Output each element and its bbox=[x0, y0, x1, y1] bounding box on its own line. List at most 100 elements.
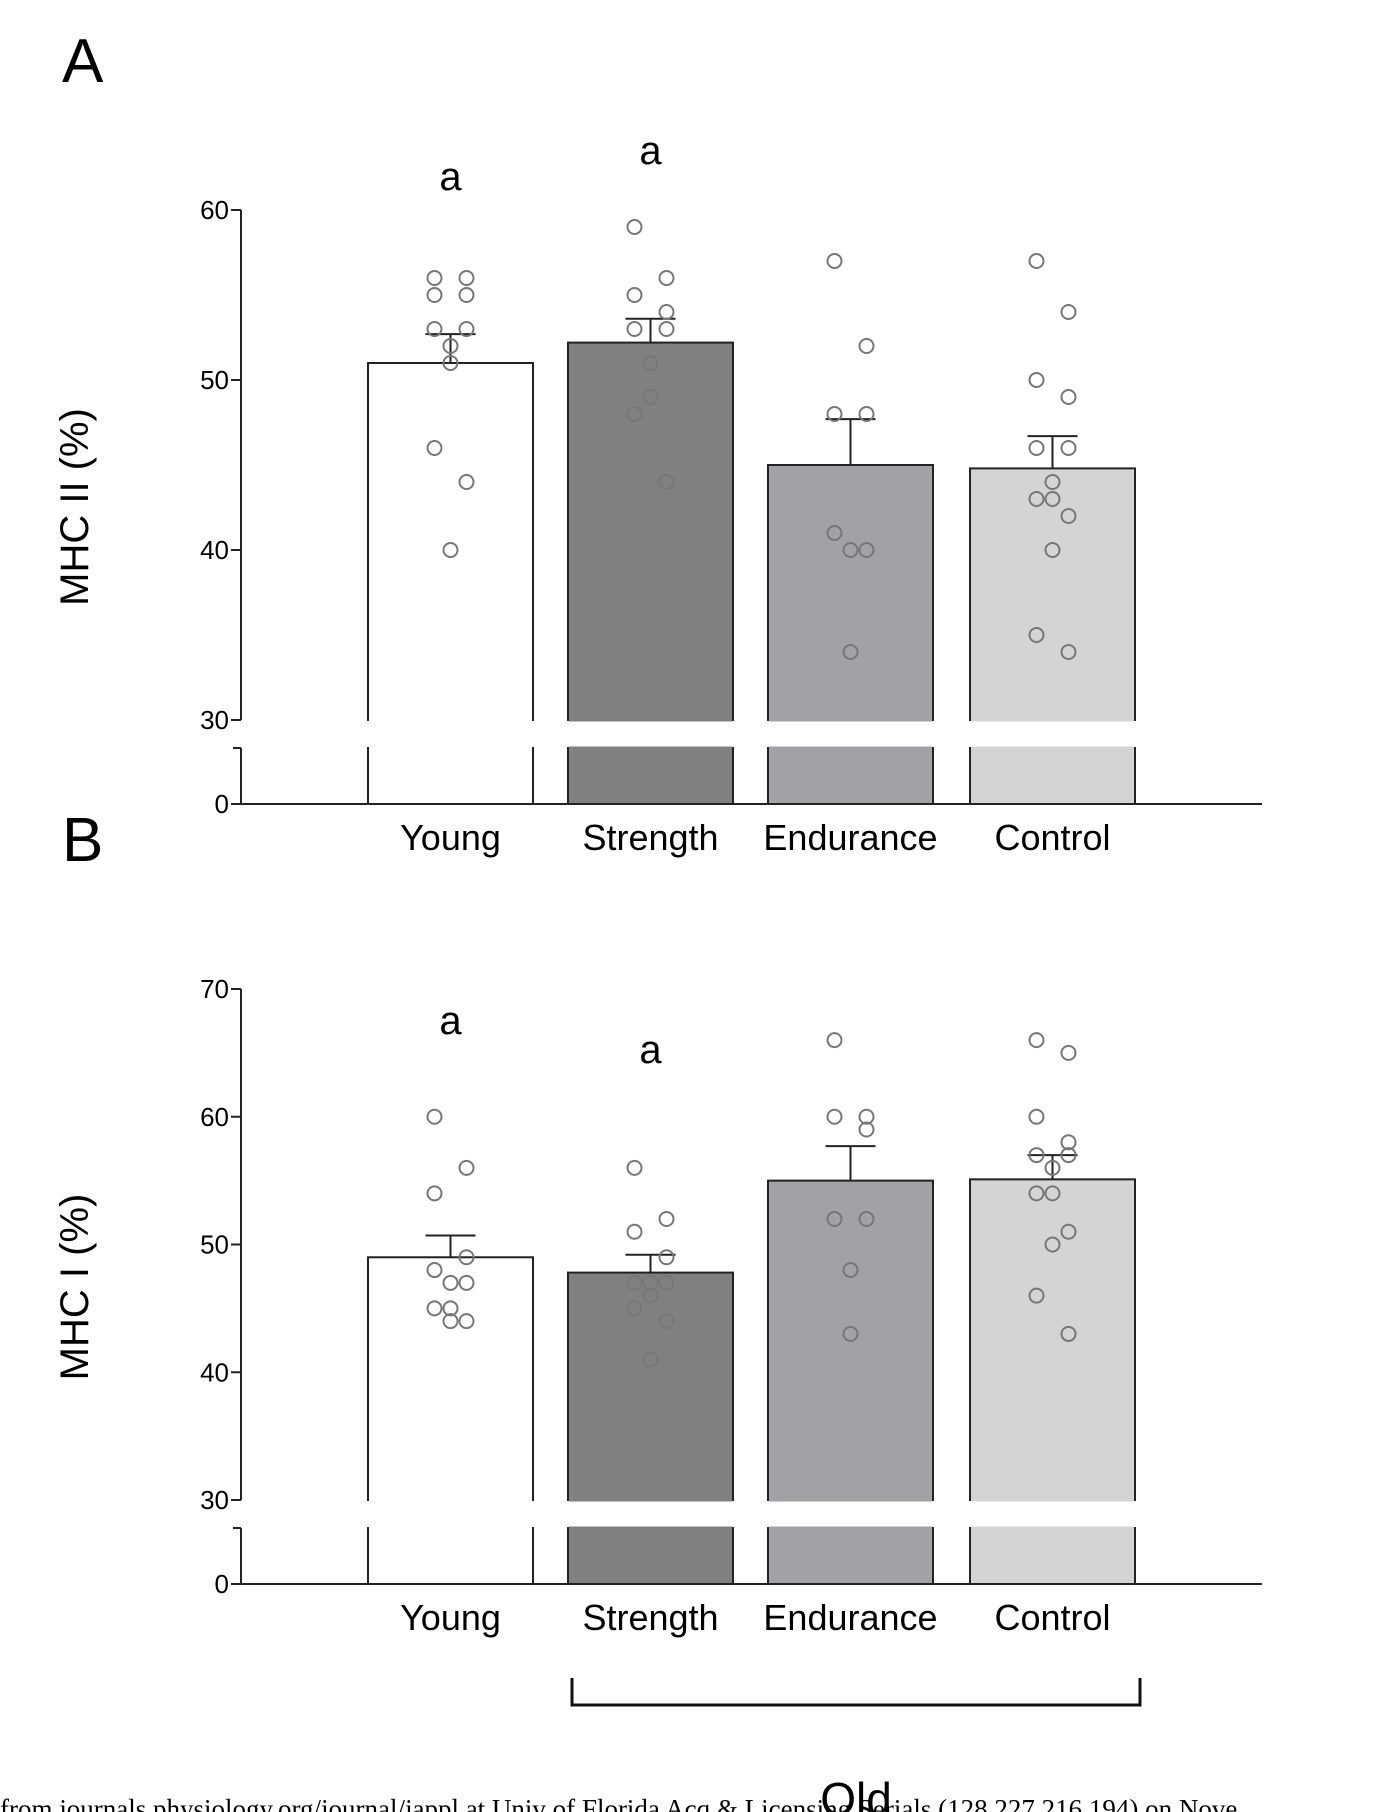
category-label-young: Young bbox=[400, 1597, 501, 1638]
bar-base-control bbox=[969, 1527, 1136, 1585]
data-point bbox=[442, 1300, 459, 1317]
data-point bbox=[1028, 491, 1045, 507]
data-point bbox=[842, 644, 859, 660]
data-point bbox=[626, 219, 643, 235]
data-point bbox=[842, 542, 859, 558]
y-tick-label: 70 bbox=[200, 974, 229, 1004]
data-point bbox=[826, 253, 843, 269]
data-point bbox=[858, 406, 875, 422]
data-point bbox=[858, 1210, 875, 1227]
data-point bbox=[426, 1262, 443, 1279]
data-point bbox=[1060, 1325, 1077, 1342]
data-point bbox=[626, 1274, 643, 1291]
panel-letter: A bbox=[62, 27, 104, 96]
significance-label: a bbox=[439, 999, 462, 1043]
category-label-strength: Strength bbox=[582, 817, 718, 858]
data-point bbox=[458, 270, 475, 286]
data-point bbox=[1044, 1185, 1061, 1202]
bar-endurance bbox=[767, 464, 934, 721]
bar-base-strength bbox=[567, 1527, 734, 1585]
data-point bbox=[1044, 1236, 1061, 1253]
data-point bbox=[458, 321, 475, 337]
significance-label: a bbox=[439, 155, 462, 199]
y-tick-label: 60 bbox=[200, 195, 229, 225]
bar-young bbox=[367, 362, 534, 721]
data-point bbox=[1028, 1032, 1045, 1049]
data-point bbox=[858, 338, 875, 354]
data-point bbox=[642, 1274, 659, 1291]
data-point bbox=[626, 1159, 643, 1176]
data-point bbox=[1028, 1108, 1045, 1125]
data-point bbox=[626, 406, 643, 422]
data-point bbox=[1028, 253, 1045, 269]
old-group-bracket bbox=[570, 1678, 1142, 1707]
y-axis-label: MHC II (%) bbox=[53, 408, 97, 606]
data-point bbox=[426, 1108, 443, 1125]
panel-a: A MHC II (%) a Young a Strength Endurance Contr… bbox=[53, 27, 1262, 858]
data-point bbox=[1028, 1185, 1045, 1202]
bar-base-young bbox=[367, 1527, 534, 1585]
data-point bbox=[842, 1325, 859, 1342]
data-point bbox=[826, 1108, 843, 1125]
y-tick-label: 40 bbox=[200, 1357, 229, 1387]
bar-base-young bbox=[367, 747, 534, 805]
category-label-endurance: Endurance bbox=[763, 1597, 937, 1638]
significance-label: a bbox=[639, 1028, 662, 1072]
data-point bbox=[1060, 440, 1077, 456]
data-point bbox=[658, 270, 675, 286]
data-point bbox=[1028, 372, 1045, 388]
bracket-line bbox=[570, 1678, 1142, 1707]
data-point bbox=[442, 1274, 459, 1291]
data-point bbox=[442, 542, 459, 558]
data-point bbox=[826, 406, 843, 422]
y-tick-label: 40 bbox=[200, 535, 229, 565]
category-label-strength: Strength bbox=[582, 1597, 718, 1638]
data-point bbox=[1060, 1134, 1077, 1151]
category-label-control: Control bbox=[994, 817, 1110, 858]
data-point bbox=[642, 355, 659, 371]
data-point bbox=[658, 1210, 675, 1227]
category-label-control: Control bbox=[994, 1597, 1110, 1638]
data-point bbox=[826, 1032, 843, 1049]
data-point bbox=[658, 1274, 675, 1291]
y-axis-label: MHC I (%) bbox=[53, 1194, 97, 1381]
data-point bbox=[626, 287, 643, 303]
data-point bbox=[426, 287, 443, 303]
category-label-young: Young bbox=[400, 817, 501, 858]
data-point bbox=[426, 440, 443, 456]
data-point bbox=[1044, 474, 1061, 490]
data-point bbox=[826, 1210, 843, 1227]
data-point bbox=[1060, 508, 1077, 524]
data-point bbox=[858, 1108, 875, 1125]
data-point bbox=[658, 304, 675, 320]
data-point bbox=[1060, 304, 1077, 320]
data-point bbox=[642, 389, 659, 405]
y-tick-label: 50 bbox=[200, 365, 229, 395]
data-point bbox=[458, 1274, 475, 1291]
bar-control bbox=[969, 1178, 1136, 1502]
bar-base-control bbox=[969, 747, 1136, 805]
data-point bbox=[442, 1313, 459, 1330]
data-point bbox=[1060, 644, 1077, 660]
y-tick-label: 30 bbox=[200, 1485, 229, 1515]
bar-base-endurance bbox=[767, 1527, 934, 1585]
data-point bbox=[1044, 491, 1061, 507]
data-point bbox=[426, 1300, 443, 1317]
y-tick-label: 0 bbox=[215, 1569, 229, 1599]
data-point bbox=[442, 355, 459, 371]
data-point bbox=[458, 1159, 475, 1176]
data-point bbox=[642, 1351, 659, 1368]
bar-strength bbox=[567, 1271, 734, 1501]
data-point bbox=[1060, 1044, 1077, 1061]
data-point bbox=[1044, 1159, 1061, 1176]
y-tick-label: 0 bbox=[215, 789, 229, 819]
data-point bbox=[658, 1313, 675, 1330]
data-point bbox=[658, 1249, 675, 1266]
data-point bbox=[1028, 1147, 1045, 1164]
footer-text: from journals.physiology.org/journal/jap… bbox=[0, 1794, 1237, 1812]
data-point bbox=[1044, 542, 1061, 558]
panel-b: B MHC I (%) a Young a Strength Endurance Contro… bbox=[53, 806, 1262, 1638]
old-group-label: Old bbox=[820, 1773, 892, 1812]
bar-base-endurance bbox=[767, 747, 934, 805]
